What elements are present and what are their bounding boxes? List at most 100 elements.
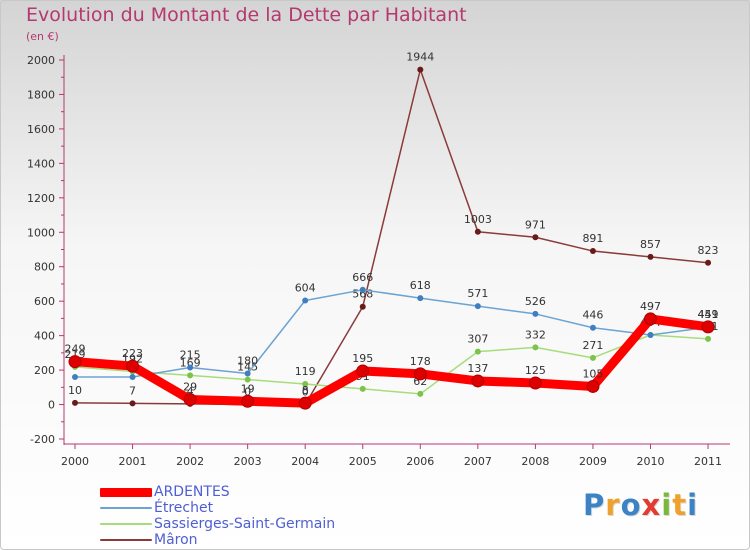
y-tick-label: 400 — [34, 330, 55, 343]
data-point-sassierges-saint-germain — [532, 344, 539, 351]
data-point-m-ron — [474, 228, 481, 235]
data-point-ardentes — [586, 379, 600, 393]
data-label-sassierges-saint-germain: 307 — [467, 333, 488, 346]
data-label-trechet: 571 — [467, 287, 488, 300]
legend-swatch — [100, 507, 152, 509]
data-label-trechet: 215 — [180, 349, 201, 362]
data-point-m-ron — [359, 303, 366, 310]
data-point-ardentes — [126, 359, 140, 373]
data-label-trechet: 446 — [582, 309, 603, 322]
data-point-sassierges-saint-germain — [474, 348, 481, 355]
data-label-m-ron: 823 — [698, 244, 719, 257]
data-point-sassierges-saint-germain — [589, 354, 596, 361]
data-point-ardentes — [528, 376, 542, 390]
data-point-ardentes — [241, 394, 255, 408]
series-line-trechet — [74, 289, 709, 378]
y-tick-label: 1800 — [27, 88, 55, 101]
x-tick-label: 2002 — [176, 455, 204, 468]
x-tick-label: 2000 — [61, 455, 89, 468]
data-label-ardentes: 249 — [65, 343, 86, 356]
data-point-m-ron — [72, 399, 78, 406]
data-label-ardentes: 125 — [525, 364, 546, 377]
data-point-trechet — [417, 295, 424, 302]
data-label-ardentes: 19 — [241, 382, 255, 395]
data-point-trechet — [647, 331, 654, 338]
y-tick-label: 1400 — [27, 157, 55, 170]
data-point-ardentes — [298, 396, 312, 410]
data-label-m-ron: 971 — [525, 218, 546, 231]
data-point-ardentes — [356, 364, 370, 378]
data-label-m-ron: 1003 — [464, 213, 492, 226]
legend-swatch — [100, 487, 152, 497]
data-point-sassierges-saint-germain — [705, 335, 712, 342]
data-label-trechet: 449 — [698, 308, 719, 321]
series-line-m-ron — [74, 68, 709, 406]
data-point-m-ron — [589, 248, 596, 255]
y-tick-label: -200 — [30, 433, 55, 446]
data-label-m-ron: 857 — [640, 238, 661, 251]
data-label-trechet: 526 — [525, 295, 546, 308]
data-point-m-ron — [705, 259, 712, 266]
logo-letter: P — [583, 488, 606, 522]
data-label-ardentes: 223 — [122, 347, 143, 360]
data-point-ardentes — [644, 312, 657, 326]
data-label-trechet: 666 — [352, 271, 373, 284]
data-point-sassierges-saint-germain — [187, 372, 194, 379]
data-label-ardentes: 195 — [352, 352, 373, 365]
data-label-trechet: 618 — [410, 279, 431, 292]
data-point-sassierges-saint-germain — [417, 390, 424, 397]
y-tick-label: 800 — [34, 261, 55, 274]
x-tick-label: 2005 — [349, 455, 377, 468]
data-point-sassierges-saint-germain — [244, 376, 251, 383]
data-label-m-ron: 891 — [582, 232, 603, 245]
data-point-trechet — [589, 324, 596, 331]
data-label-m-ron: 4 — [187, 385, 194, 398]
data-point-trechet — [187, 364, 194, 371]
legend-label: ARDENTES — [154, 484, 230, 500]
x-tick-label: 2011 — [694, 455, 722, 468]
data-label-ardentes: 178 — [410, 355, 431, 368]
data-label-m-ron: 0 — [302, 386, 309, 399]
data-point-trechet — [302, 297, 309, 304]
data-label-sassierges-saint-germain: 119 — [295, 365, 316, 378]
data-point-trechet — [72, 373, 78, 380]
data-point-m-ron — [417, 66, 424, 73]
y-tick-label: 1200 — [27, 192, 55, 205]
data-label-sassierges-saint-germain: 271 — [582, 339, 603, 352]
chart-title: Evolution du Montant de la Dette par Hab… — [26, 4, 467, 26]
data-point-trechet — [474, 303, 481, 310]
series-line-sassierges-saint-germain — [74, 334, 709, 395]
data-point-ardentes — [413, 367, 427, 381]
y-tick-label: 2000 — [27, 54, 55, 67]
data-label-ardentes: 8 — [302, 384, 309, 397]
y-tick-label: 1000 — [27, 226, 55, 239]
logo-letter: x — [641, 488, 662, 522]
x-tick-label: 2001 — [119, 455, 147, 468]
legend-label: Mâron — [154, 532, 198, 548]
data-label-ardentes: 137 — [467, 362, 488, 375]
data-label-trechet: 604 — [295, 281, 316, 294]
logo-letter: i — [687, 488, 699, 522]
data-point-ardentes — [68, 355, 82, 369]
data-point-ardentes — [701, 320, 715, 334]
data-label-sassierges-saint-germain: 169 — [180, 356, 201, 369]
data-point-trechet — [129, 373, 136, 380]
series-line-ardentes — [70, 314, 713, 408]
data-label-ardentes: 451 — [698, 308, 719, 321]
data-point-sassierges-saint-germain — [359, 385, 366, 392]
data-point-ardentes — [471, 374, 485, 388]
data-point-trechet — [359, 286, 366, 293]
x-tick-label: 2003 — [234, 455, 262, 468]
data-point-ardentes — [183, 393, 197, 407]
data-label-m-ron: 0 — [244, 386, 251, 399]
data-label-m-ron: 7 — [129, 384, 136, 397]
y-tick-label: 200 — [34, 364, 55, 377]
logo-letter: o — [620, 488, 642, 522]
y-tick-label: 1600 — [27, 123, 55, 136]
data-point-sassierges-saint-germain — [302, 381, 309, 388]
legend-label: Sassierges-Saint-Germain — [154, 516, 336, 532]
y-tick-label: 600 — [34, 295, 55, 308]
x-tick-label: 2009 — [579, 455, 607, 468]
x-tick-label: 2006 — [406, 455, 434, 468]
